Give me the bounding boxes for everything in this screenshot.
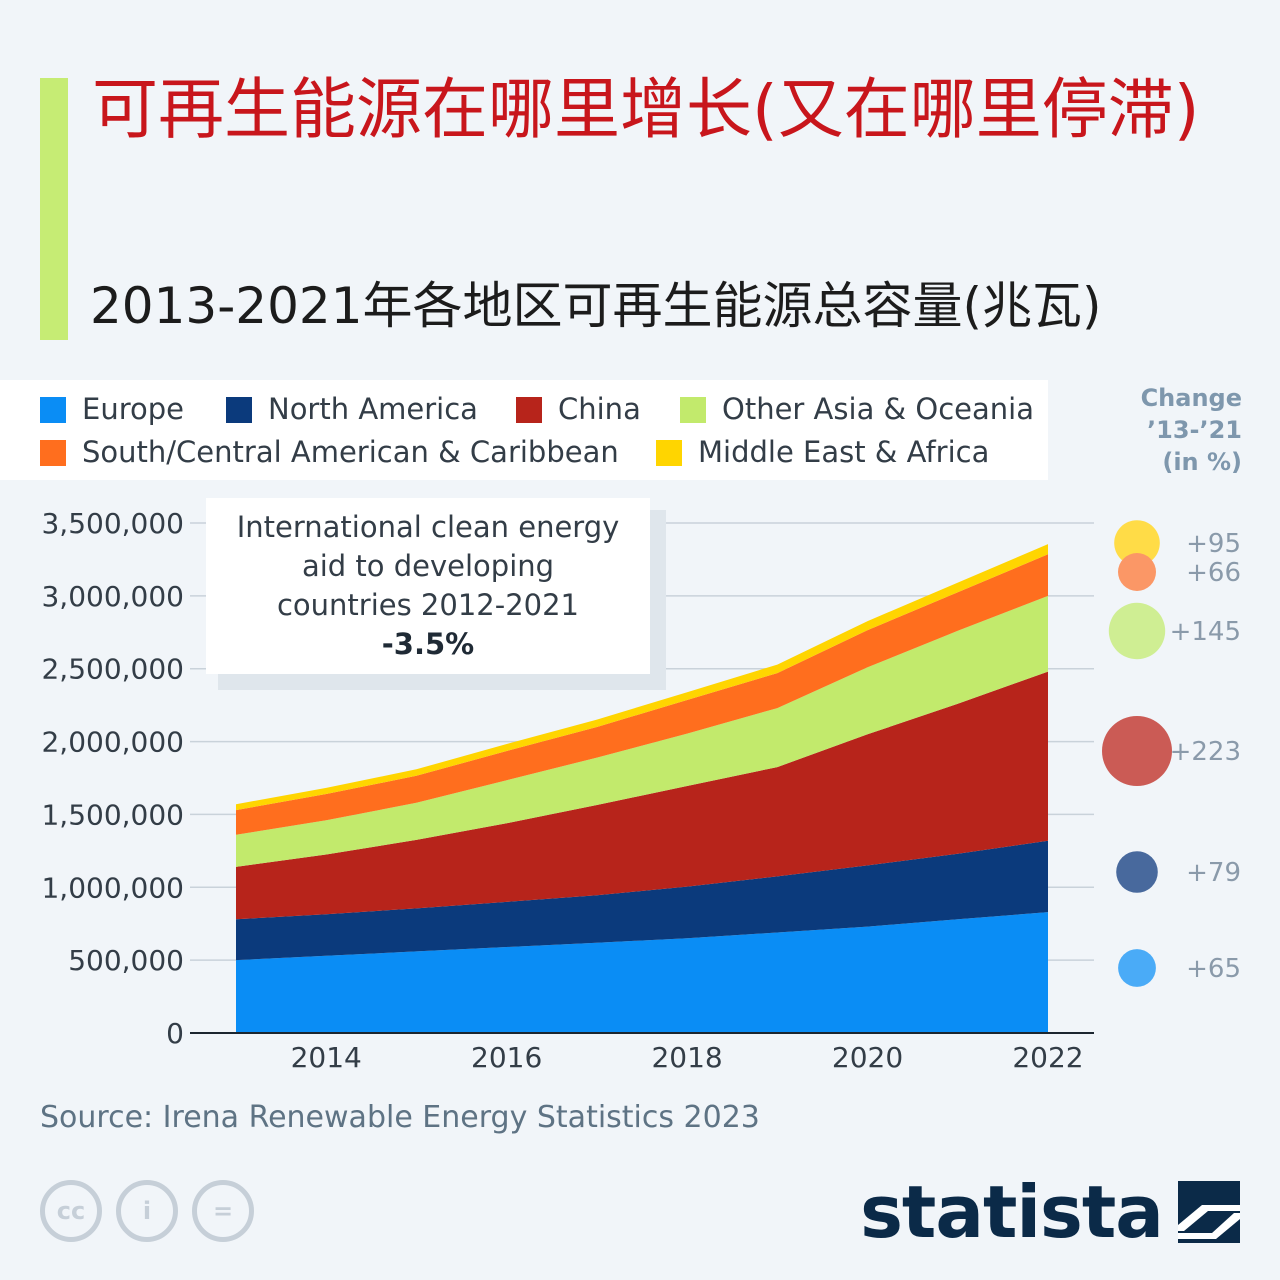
legend-item-north-america: North America [226,392,478,426]
legend-swatch [40,397,66,423]
statista-logo-icon [1178,1181,1240,1243]
annotation-value: -3.5% [382,627,474,661]
legend-label: North America [268,392,478,426]
annotation-line: aid to developing [302,549,554,583]
legend-item-europe: Europe [40,392,184,426]
annotation-line: countries 2012-2021 [277,588,579,622]
legend-item-middle-east-africa: Middle East & Africa [656,435,989,469]
annotation-box: International clean energy aid to develo… [206,498,666,690]
change-label: +95 [1186,529,1241,559]
legend-label: South/Central American & Caribbean [82,435,619,469]
change-bubble [1108,602,1166,660]
legend-item-china: China [516,392,641,426]
change-bubble [1102,716,1172,786]
annotation-line: International clean energy [237,510,620,544]
attribution-icon[interactable]: i [116,1180,178,1242]
cc-icon[interactable]: cc [40,1180,102,1242]
legend-label: Europe [82,392,184,426]
license-icons: cc i = [40,1180,268,1242]
area-north-america [236,840,1048,961]
area-series [236,544,1048,1033]
x-tick-label: 2016 [471,1041,542,1074]
legend-label: Other Asia & Oceania [722,392,1034,426]
x-tick-label: 2020 [832,1041,903,1074]
y-tick-label: 0 [166,1017,184,1050]
legend-swatch [516,397,542,423]
chart-title: 可再生能源在哪里增长(又在哪里停滞) [92,71,1200,148]
legend-swatch [40,440,66,466]
stacked-area-chart: 0 500,000 1,000,000 1,500,000 2,000,000 2,500… [41,498,1241,1074]
no-derivatives-icon[interactable]: = [192,1180,254,1242]
change-label: +223 [1170,737,1241,767]
y-tick-label: 1,000,000 [41,871,184,904]
legend-swatch [226,397,252,423]
change-label: +66 [1186,558,1241,588]
change-label: +65 [1186,954,1241,984]
legend-item-other-asia-oceania: Other Asia & Oceania [680,392,1034,426]
change-bubble [1118,949,1156,987]
accent-bar [40,78,68,340]
legend-label: China [558,392,641,426]
y-tick-label: 3,500,000 [41,507,184,540]
y-tick-label: 2,500,000 [41,653,184,686]
area-south-central-american-caribbean [236,554,1048,835]
area-other-asia-oceania [236,595,1048,867]
change-header-line: (in %) [1162,448,1242,476]
legend-swatch [680,397,706,423]
legend-label: Middle East & Africa [698,435,990,469]
chart-subtitle: 2013-2021年各地区可再生能源总容量(兆瓦) [90,277,1102,335]
brand[interactable]: statista [860,1170,1240,1254]
y-tick-label: 1,500,000 [41,798,184,831]
x-tick-label: 2022 [1012,1041,1083,1074]
change-bubble [1116,851,1158,893]
change-header: Change ’13-’21 (in %) [1102,382,1242,478]
legend-item-south-central-american: South/Central American & Caribbean [40,435,619,469]
y-tick-label: 3,000,000 [41,580,184,613]
change-bubble [1118,553,1156,591]
legend-swatch [656,440,682,466]
area-china [236,671,1048,920]
legend: Europe North America China Other Asia & … [0,380,1048,480]
change-label: +79 [1186,858,1241,888]
brand-wordmark: statista [860,1170,1164,1254]
change-header-line: Change [1140,384,1242,412]
x-tick-label: 2018 [651,1041,722,1074]
change-label: +145 [1170,617,1241,647]
annotation-background [206,498,650,674]
x-tick-label: 2014 [291,1041,362,1074]
change-header-line: ’13-’21 [1147,416,1242,444]
y-tick-label: 2,000,000 [41,726,184,759]
change-bubble [1114,520,1160,566]
axes: 0 500,000 1,000,000 1,500,000 2,000,000 2,500… [41,507,1094,1074]
source-note: Source: Irena Renewable Energy Statistic… [40,1100,760,1135]
change-bubbles: +95+66 +145 +223 +79 +65 [1102,520,1241,987]
area-europe [236,912,1048,1033]
y-tick-label: 500,000 [68,944,184,977]
